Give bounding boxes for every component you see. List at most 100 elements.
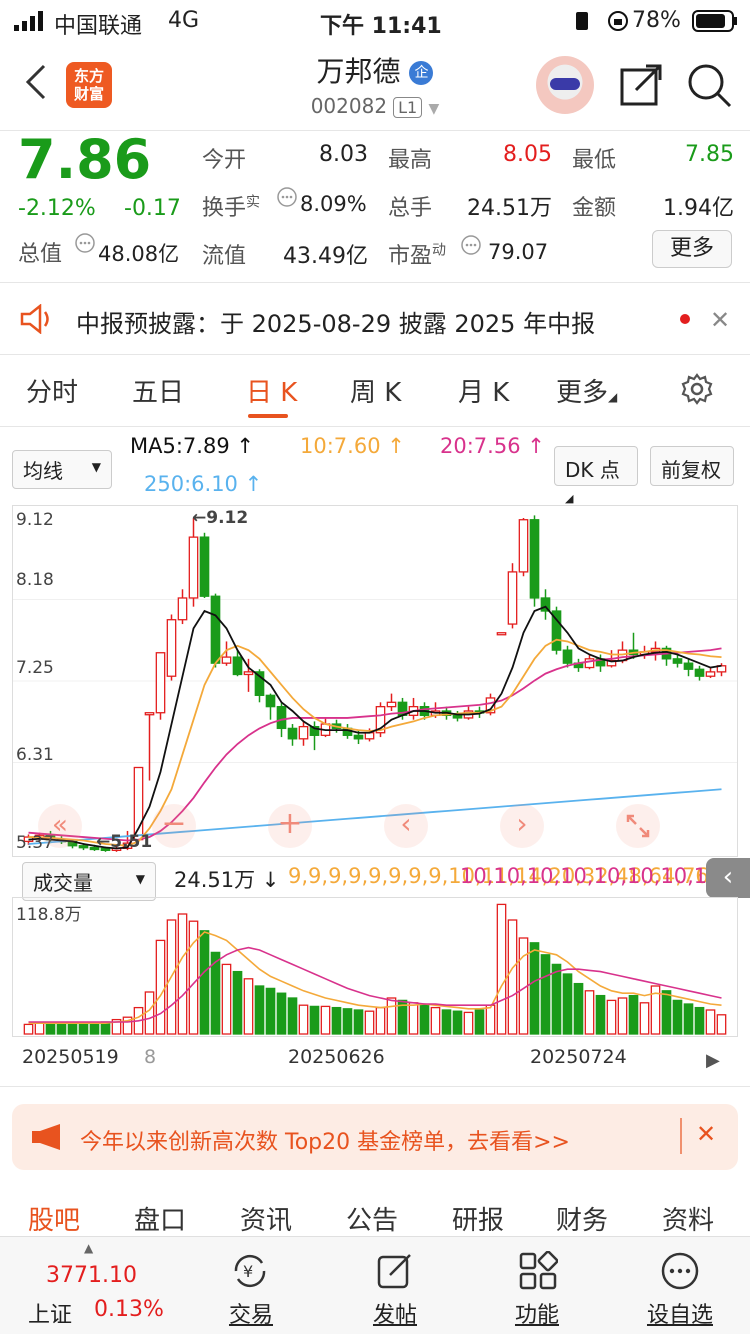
assistant-robot-icon[interactable]	[536, 56, 594, 114]
info-icon[interactable]	[276, 186, 298, 212]
subtab-announcements[interactable]: 公告	[346, 1206, 399, 1236]
subtab-profile[interactable]: 资料	[662, 1206, 715, 1236]
active-tab-indicator	[248, 414, 288, 418]
volume-bar	[56, 1023, 67, 1035]
stock-code-row[interactable]: 002082 L1 ▼	[0, 94, 750, 118]
candle-body	[452, 714, 463, 719]
volume-bar	[144, 991, 155, 1035]
compose-icon	[376, 1251, 416, 1295]
promo-banner[interactable]: 今年以来创新高次数 Top20 基金榜单，去看看>> ✕	[12, 1104, 738, 1170]
fullscreen-icon[interactable]	[616, 804, 660, 848]
indicator-selector[interactable]: 均线 ▼	[12, 450, 112, 489]
volume-current: 24.51万 ↓	[174, 868, 280, 892]
subtab-financials[interactable]: 财务	[556, 1206, 609, 1236]
volume-bar	[408, 1002, 419, 1035]
divider	[0, 1086, 750, 1087]
index-change[interactable]: 0.13%	[94, 1297, 164, 1322]
volume-bar	[551, 963, 562, 1035]
subtab-research[interactable]: 研报	[452, 1206, 505, 1236]
candle-body	[529, 519, 540, 599]
dropdown-icon: ▼	[91, 460, 101, 474]
volume-bar	[529, 942, 540, 1035]
tab-monthly-k[interactable]: 月 K	[458, 378, 510, 408]
side-panel-toggle[interactable]: ‹	[706, 858, 750, 898]
tab-more[interactable]: 更多◢	[556, 378, 618, 408]
candle-body	[375, 705, 386, 734]
add-watchlist-button[interactable]: 设自选	[646, 1303, 713, 1328]
triangle-icon: ◢	[608, 390, 618, 404]
volume-bar	[452, 1010, 463, 1035]
notice-bar[interactable]: 中报预披露：于 2025-08-29 披露 2025 年中报 ✕	[0, 282, 750, 354]
candle-body	[221, 656, 232, 664]
volume-bar	[309, 1005, 320, 1035]
candle-body	[210, 595, 221, 664]
volume-bar	[243, 978, 254, 1035]
divider	[0, 426, 750, 427]
zoom-in-button[interactable]: +	[268, 804, 312, 848]
tab-intraday[interactable]: 分时	[26, 378, 79, 408]
scroll-right-button[interactable]: ›	[500, 804, 544, 848]
candle-body	[518, 519, 529, 573]
low-value: 7.85	[685, 142, 734, 167]
functions-button[interactable]: 功能	[514, 1303, 559, 1328]
y-tick-label: 7.25	[16, 658, 54, 678]
index-value[interactable]: 3771.10	[46, 1263, 137, 1288]
play-icon[interactable]: ▶	[706, 1050, 720, 1071]
tab-five-day[interactable]: 五日	[132, 378, 185, 408]
close-icon[interactable]: ✕	[696, 1120, 717, 1148]
stock-name-row: 万邦德 企	[0, 50, 750, 90]
volume-indicator-selector[interactable]: 成交量 ▼	[22, 862, 156, 901]
svg-text:¥: ¥	[243, 1262, 253, 1281]
candle-body	[166, 619, 177, 677]
tab-daily-k[interactable]: 日 K	[246, 378, 298, 408]
volume-bar	[595, 994, 606, 1035]
volume-bar	[177, 913, 188, 1035]
rewind-button[interactable]: «	[38, 804, 82, 848]
info-icon[interactable]	[74, 232, 96, 258]
megaphone-icon	[30, 1122, 66, 1156]
eastmoney-logo: 东方 财富	[66, 62, 112, 108]
candle-body	[177, 597, 188, 621]
more-button[interactable]: 更多	[652, 230, 732, 268]
notice-text: 中报预披露：于 2025-08-29 披露 2025 年中报	[76, 310, 596, 338]
post-button[interactable]: 发帖	[372, 1303, 417, 1328]
trade-button[interactable]: 交易	[228, 1303, 273, 1328]
dropdown-icon: ▼	[428, 101, 440, 117]
subtab-news[interactable]: 资讯	[240, 1206, 293, 1236]
index-name[interactable]: 上证	[28, 1303, 73, 1328]
candle-body	[78, 845, 89, 849]
open-value: 8.03	[319, 142, 368, 167]
search-icon[interactable]	[686, 62, 732, 112]
volume-bar	[342, 1008, 353, 1035]
volume-bar	[430, 1006, 441, 1035]
open-label: 今开	[202, 148, 247, 173]
close-icon[interactable]: ✕	[710, 306, 731, 334]
back-icon[interactable]	[24, 62, 48, 112]
ma250-label: 250:6.10 ↑	[144, 472, 263, 496]
tab-weekly-k[interactable]: 周 K	[350, 378, 402, 408]
divider	[680, 1118, 682, 1154]
ma5-line	[28, 605, 722, 850]
subtab-forum[interactable]: 股吧	[28, 1206, 81, 1236]
volume-chart[interactable]	[12, 897, 738, 1037]
gear-icon[interactable]	[680, 372, 714, 410]
dk-point-button[interactable]: DK 点◢	[554, 446, 638, 505]
volume-bar	[331, 1006, 342, 1035]
info-icon[interactable]	[460, 234, 482, 260]
volume-bar	[540, 954, 551, 1035]
signal-icon	[14, 11, 50, 37]
volume-bar	[441, 1009, 452, 1035]
candle-body	[540, 597, 551, 612]
zoom-out-button[interactable]: −	[152, 804, 196, 848]
subtab-order-book[interactable]: 盘口	[134, 1206, 187, 1236]
scroll-left-button[interactable]: ‹	[384, 804, 428, 848]
kline-chart[interactable]	[12, 505, 738, 857]
volume-bar	[276, 992, 287, 1035]
share-icon[interactable]	[620, 62, 664, 110]
more-dots-icon	[660, 1251, 700, 1295]
unread-dot	[680, 314, 690, 324]
adjust-mode-button[interactable]: 前复权	[650, 446, 734, 486]
y-tick-label: 9.12	[16, 510, 54, 530]
volume-bar	[386, 997, 397, 1035]
candle-body	[562, 649, 573, 664]
